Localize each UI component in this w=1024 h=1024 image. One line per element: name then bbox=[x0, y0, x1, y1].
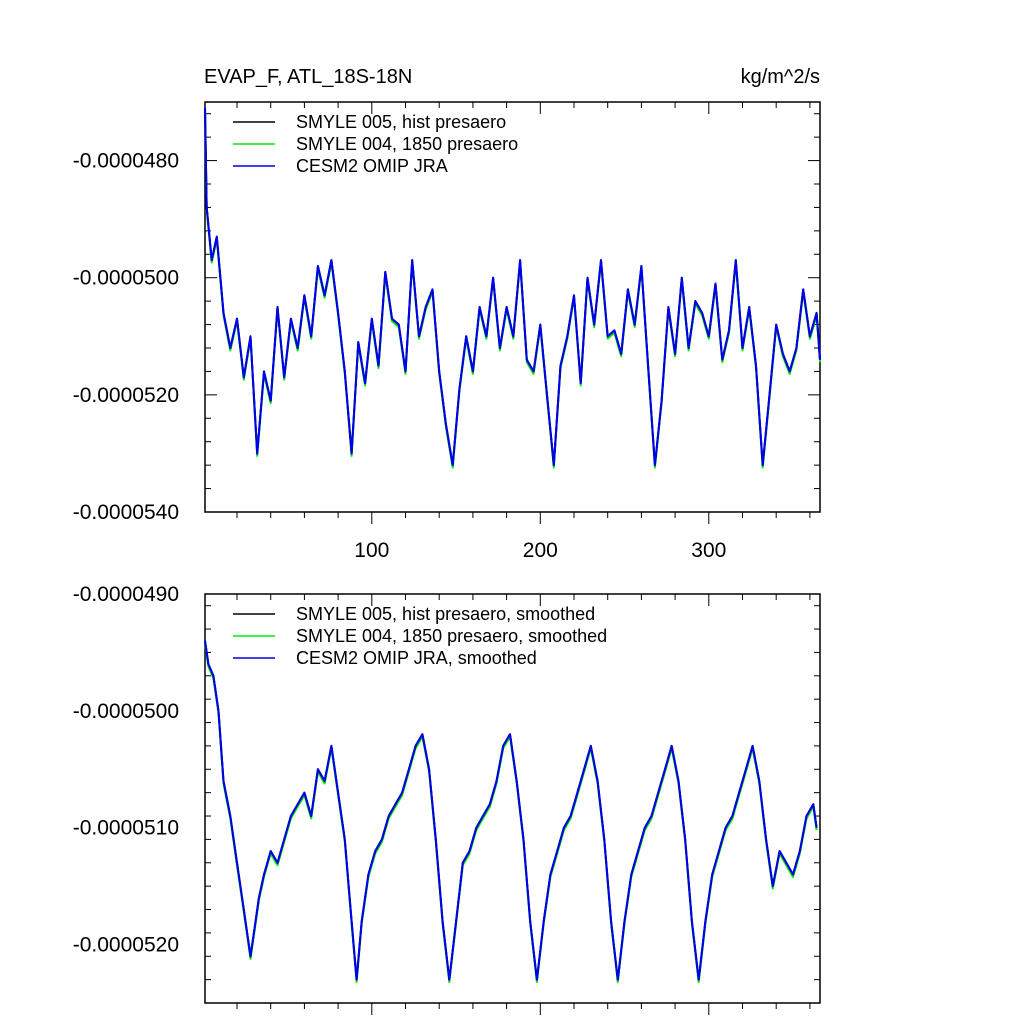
y-tick-label: -0.0000500 bbox=[73, 267, 179, 290]
plot-frame-bottom bbox=[204, 593, 821, 1004]
series-line-1 bbox=[204, 643, 818, 984]
legend-label: SMYLE 005, hist presaero bbox=[296, 112, 506, 132]
axis-ticks-bottom bbox=[205, 594, 820, 1015]
axis-ticks-top bbox=[205, 102, 820, 524]
y-tick-label: -0.0000540 bbox=[73, 501, 179, 524]
legend-label: SMYLE 004, 1850 presaero bbox=[296, 134, 518, 154]
y-axis-labels-bottom: -0.0000490 -0.0000500 -0.0000510 -0.0000520 bbox=[73, 583, 179, 957]
x-tick-label: 200 bbox=[523, 539, 558, 562]
legend-label: CESM2 OMIP JRA, smoothed bbox=[296, 648, 537, 668]
x-tick-label: 100 bbox=[354, 539, 389, 562]
series-line-2 bbox=[204, 107, 821, 467]
bottom-panel: -0.0000490 -0.0000500 -0.0000510 -0.0000520… bbox=[73, 583, 821, 1015]
y-axis-labels-top: -0.0000480 -0.0000500 -0.0000520 -0.0000540 bbox=[73, 150, 179, 524]
y-tick-label: -0.0000520 bbox=[73, 384, 179, 407]
x-tick-label: 300 bbox=[691, 539, 726, 562]
y-tick-label: -0.0000520 bbox=[73, 934, 179, 957]
series-line-2 bbox=[204, 640, 818, 981]
plot-frame-top bbox=[204, 101, 821, 513]
y-tick-label: -0.0000500 bbox=[73, 700, 179, 723]
legend-label: SMYLE 005, hist presaero, smoothed bbox=[296, 604, 595, 624]
series-lines-bottom bbox=[204, 640, 818, 984]
units-label: kg/m^2/s bbox=[741, 66, 820, 88]
top-panel: EVAP_F, ATL_18S-18N kg/m^2/s -0.0000480-… bbox=[73, 66, 821, 562]
legend-label: SMYLE 004, 1850 presaero, smoothed bbox=[296, 626, 607, 646]
y-tick-label: -0.0000510 bbox=[73, 817, 179, 840]
legend-bottom: SMYLE 005, hist presaero, smoothedSMYLE … bbox=[233, 604, 607, 668]
y-tick-label: -0.0000480 bbox=[73, 150, 179, 173]
legend-label: CESM2 OMIP JRA bbox=[296, 156, 448, 176]
chart-title: EVAP_F, ATL_18S-18N bbox=[204, 66, 412, 88]
series-lines-top bbox=[204, 107, 821, 469]
y-tick-label: -0.0000490 bbox=[73, 583, 179, 606]
x-axis-labels-top: 100 200 300 bbox=[354, 539, 726, 562]
